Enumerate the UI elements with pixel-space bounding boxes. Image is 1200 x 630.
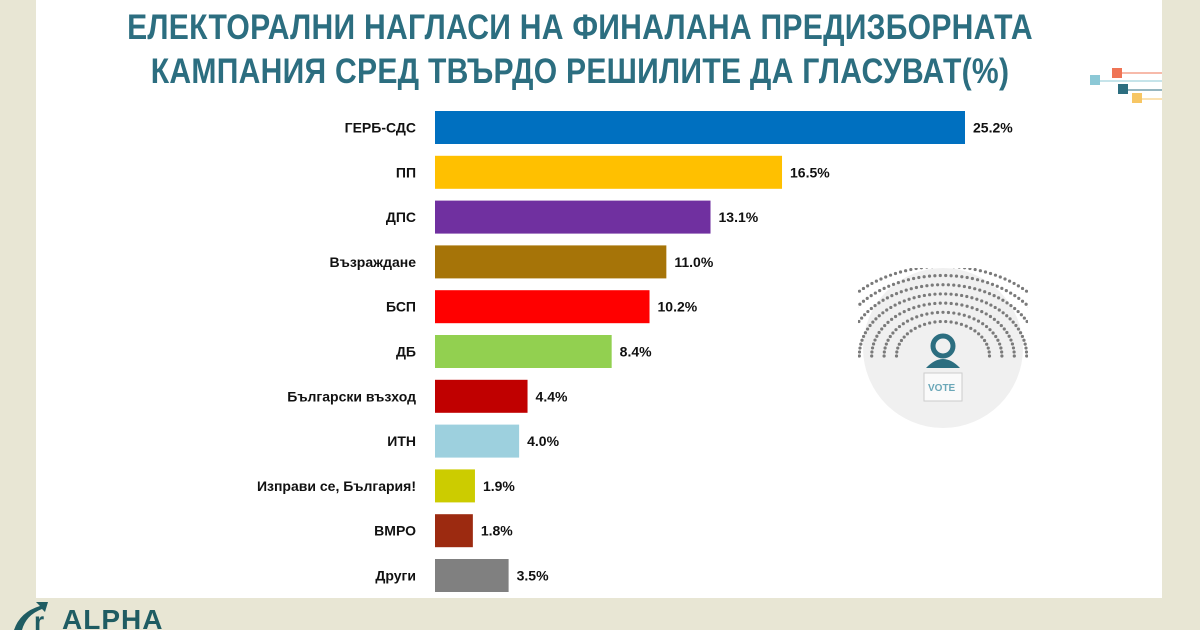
category-label: ПП: [396, 164, 416, 180]
svg-text:r: r: [34, 606, 44, 630]
logo-text: ALPHA: [62, 604, 164, 630]
decorative-squares-icon: [1090, 68, 1162, 103]
title-line-2: КАМПАНИЯ СРЕД ТВЪРДО РЕШИЛИТЕ ДА ГЛАСУВА…: [150, 52, 1010, 91]
bar: [435, 559, 509, 592]
category-label: ИТН: [387, 433, 416, 449]
category-label: ДБ: [396, 344, 416, 360]
title-line-1: ЕЛЕКТОРАЛНИ НАГЛАСИ НА ФИНАЛАНА ПРЕДИЗБО…: [127, 8, 1033, 47]
category-label: ДПС: [386, 209, 416, 225]
category-label: ВМРО: [374, 523, 416, 539]
value-label: 4.4%: [536, 388, 568, 404]
value-label: 1.9%: [483, 478, 515, 494]
value-label: 16.5%: [790, 164, 830, 180]
value-label: 11.0%: [674, 254, 713, 270]
parliament-vote-emblem-icon: VOTE: [858, 268, 1028, 428]
category-label: Възраждане: [330, 254, 417, 270]
bar: [435, 290, 650, 324]
bar: [435, 245, 667, 279]
value-label: 25.2%: [973, 120, 1013, 136]
chart-title: ЕЛЕКТОРАЛНИ НАГЛАСИ НА ФИНАЛАНА ПРЕДИЗБО…: [116, 6, 1045, 94]
bar: [435, 514, 473, 548]
alpha-logo: r ALPHA: [0, 598, 190, 630]
bar: [435, 469, 475, 503]
value-label: 13.1%: [719, 209, 759, 225]
category-label: ГЕРБ-СДС: [345, 120, 416, 136]
value-label: 1.8%: [481, 523, 513, 539]
vote-box-label: VOTE: [928, 383, 956, 394]
category-label: Български възход: [287, 388, 416, 404]
value-label: 8.4%: [620, 344, 652, 360]
alpha-logo-icon: r: [14, 602, 48, 630]
category-label: БСП: [386, 299, 416, 315]
category-label: Изправи се, България!: [257, 478, 416, 494]
bar: [435, 155, 783, 189]
bar: [435, 200, 711, 234]
value-label: 10.2%: [658, 299, 698, 315]
bar: [435, 111, 965, 144]
bar: [435, 424, 520, 458]
value-label: 3.5%: [517, 568, 549, 584]
bar: [435, 335, 612, 368]
value-label: 4.0%: [527, 433, 559, 449]
category-label: Други: [375, 568, 416, 584]
bar: [435, 379, 528, 413]
